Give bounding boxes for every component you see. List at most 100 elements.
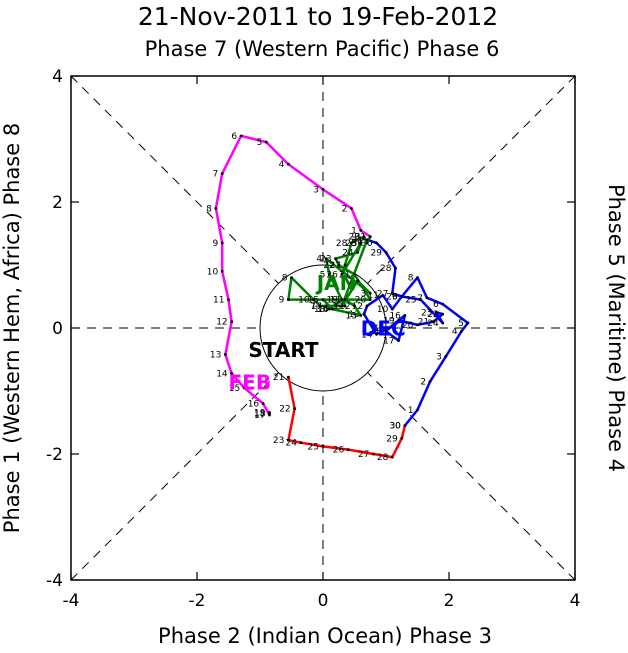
day-label: 6 — [433, 300, 439, 310]
day-label: 29 — [348, 233, 360, 243]
day-label: 25 — [405, 296, 416, 306]
day-point — [261, 402, 265, 405]
day-label: 2 — [348, 277, 354, 287]
day-point — [359, 314, 363, 317]
series-dec: 3012345678910111213141516171819202122232… — [348, 236, 470, 432]
series-line-jan — [287, 235, 372, 317]
month-label-dec: DEC — [361, 317, 406, 341]
day-point — [400, 436, 404, 440]
day-label: 11 — [330, 296, 341, 306]
month-label-jan: JAN — [315, 271, 357, 295]
day-point — [223, 353, 227, 356]
day-point — [365, 304, 369, 308]
day-point — [362, 312, 366, 316]
day-point — [343, 298, 347, 302]
overlay-labels: START — [248, 338, 318, 362]
day-label: 19 — [254, 408, 266, 418]
x-tick-label: 2 — [444, 591, 455, 611]
day-label: 14 — [216, 369, 228, 379]
day-point — [230, 371, 234, 375]
day-point — [390, 291, 394, 295]
day-point — [400, 295, 404, 298]
day-label: 15 — [374, 324, 385, 334]
day-point — [321, 188, 325, 191]
y-axis-label-left: Phase 1 (Western Hem, Africa) Phase 8 — [0, 123, 24, 533]
day-point — [340, 298, 344, 302]
day-label: 23 — [421, 308, 432, 318]
day-label: 31 — [352, 236, 363, 246]
day-label: 11 — [213, 296, 224, 306]
day-point — [340, 273, 344, 276]
day-label: 10 — [298, 296, 310, 306]
day-point — [365, 241, 369, 245]
day-label: 19 — [383, 316, 395, 326]
day-point — [425, 296, 429, 300]
day-point — [387, 326, 391, 330]
day-label: 2 — [342, 204, 348, 214]
day-label: 18 — [254, 410, 266, 420]
chart-title: 21-Nov-2011 to 19-Feb-2012 — [138, 2, 498, 31]
day-point — [343, 304, 347, 308]
day-label: 2 — [420, 378, 426, 388]
day-label: 1 — [332, 302, 338, 312]
day-label: 29 — [371, 248, 383, 258]
day-label: 30 — [389, 422, 401, 432]
day-point — [214, 206, 218, 210]
x-tick-label: 0 — [318, 591, 329, 611]
day-label: 12 — [216, 318, 227, 328]
day-label: 15 — [308, 296, 319, 306]
day-label: 23 — [273, 436, 284, 446]
day-point — [359, 241, 363, 245]
day-point — [220, 172, 224, 176]
day-label: 16 — [389, 311, 401, 321]
day-point — [353, 304, 356, 308]
day-label: 30 — [352, 239, 364, 249]
day-label: 11 — [367, 291, 378, 301]
x-tick-label: -4 — [63, 591, 80, 611]
start-label: START — [248, 338, 318, 362]
day-label: 28 — [377, 453, 389, 463]
day-label: 5 — [458, 319, 464, 329]
y-tick-label: -4 — [46, 571, 63, 591]
day-label: 23 — [320, 255, 331, 265]
day-point — [286, 375, 290, 379]
x-tick-label: -2 — [189, 591, 206, 611]
day-label: 8 — [282, 274, 288, 284]
day-label: 17 — [311, 302, 322, 312]
day-point — [394, 266, 397, 270]
day-label: 13 — [345, 311, 356, 321]
day-point — [286, 298, 290, 302]
day-point — [346, 448, 350, 451]
day-label: 19 — [326, 296, 338, 306]
day-point — [318, 304, 322, 308]
day-point — [435, 310, 438, 314]
day-label: 5 — [320, 270, 326, 280]
day-label: 22 — [279, 405, 290, 415]
day-label: 8 — [206, 204, 212, 214]
day-point — [321, 445, 325, 448]
day-label: 26 — [386, 293, 398, 303]
day-label: 20 — [402, 321, 414, 331]
day-point — [343, 263, 347, 267]
day-label: 4 — [316, 255, 322, 265]
day-point — [466, 321, 470, 325]
day-label: 21 — [339, 270, 350, 280]
day-label: 4 — [452, 327, 458, 337]
day-point — [441, 321, 445, 325]
day-point — [268, 411, 271, 414]
day-point — [416, 323, 419, 327]
day-label: 14 — [361, 330, 373, 340]
day-label: 1 — [351, 226, 357, 236]
y-axis-label-right: Phase 5 (Maritime) Phase 4 — [604, 184, 628, 472]
day-point — [375, 332, 378, 336]
day-label: 3 — [436, 352, 442, 362]
day-label: 27 — [358, 450, 369, 460]
day-point — [419, 298, 423, 302]
day-point — [384, 251, 388, 254]
day-label: 1 — [408, 406, 414, 416]
day-label: 8 — [408, 274, 414, 284]
day-label: 10 — [207, 267, 219, 277]
day-point — [441, 302, 445, 306]
day-label: 30 — [389, 422, 401, 432]
